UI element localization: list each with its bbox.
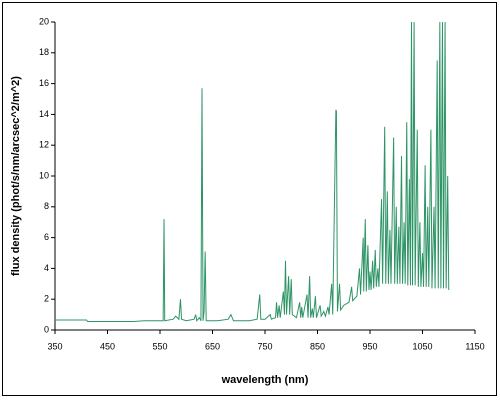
x-tick-label: 1050 (412, 341, 432, 351)
y-tick-label: 2 (44, 294, 49, 304)
y-axis-label: flux density (phot/s/nm/arcsec^2/m^2) (10, 76, 22, 276)
y-tick-label: 6 (44, 232, 49, 242)
y-tick-label: 12 (39, 140, 49, 150)
y-tick-label: 18 (39, 47, 49, 57)
y-tick-label: 0 (44, 324, 49, 334)
x-tick-label: 850 (310, 341, 325, 351)
x-tick-label: 1150 (465, 341, 484, 351)
y-tick-label: 20 (39, 16, 49, 26)
x-tick-label: 650 (205, 341, 220, 351)
x-tick-label: 550 (152, 341, 167, 351)
y-tick-label: 10 (39, 170, 49, 180)
x-tick-label: 750 (257, 341, 272, 351)
spectrum-line (55, 22, 450, 323)
frame (2, 2, 497, 396)
x-tick-label: 450 (100, 341, 115, 351)
y-tick-label: 16 (39, 78, 49, 88)
y-tick-label: 14 (39, 109, 49, 119)
x-tick-label: 350 (47, 341, 62, 351)
y-tick-label: 8 (44, 201, 49, 211)
x-tick-label: 950 (362, 341, 377, 351)
y-tick-label: 4 (44, 263, 49, 273)
x-axis-label: wavelength (nm) (221, 374, 309, 386)
